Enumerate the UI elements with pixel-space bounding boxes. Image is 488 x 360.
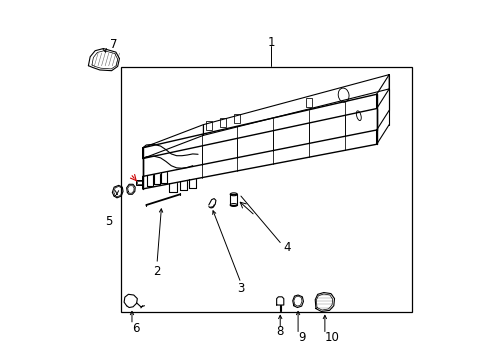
Bar xyxy=(137,181,142,184)
Text: 4: 4 xyxy=(283,241,290,255)
Bar xyxy=(205,121,211,130)
Text: 2: 2 xyxy=(153,265,161,278)
Bar xyxy=(220,118,225,127)
Bar xyxy=(234,114,240,123)
Text: 10: 10 xyxy=(324,331,339,344)
Bar xyxy=(136,180,142,185)
Text: 5: 5 xyxy=(105,215,112,228)
Text: 1: 1 xyxy=(267,36,274,49)
Bar xyxy=(230,194,237,205)
Bar xyxy=(305,98,311,107)
Text: 9: 9 xyxy=(297,331,305,344)
Bar xyxy=(121,67,411,312)
Text: 3: 3 xyxy=(237,283,244,296)
Text: 6: 6 xyxy=(132,322,139,335)
Text: 7: 7 xyxy=(110,38,118,51)
Text: 8: 8 xyxy=(276,325,284,338)
